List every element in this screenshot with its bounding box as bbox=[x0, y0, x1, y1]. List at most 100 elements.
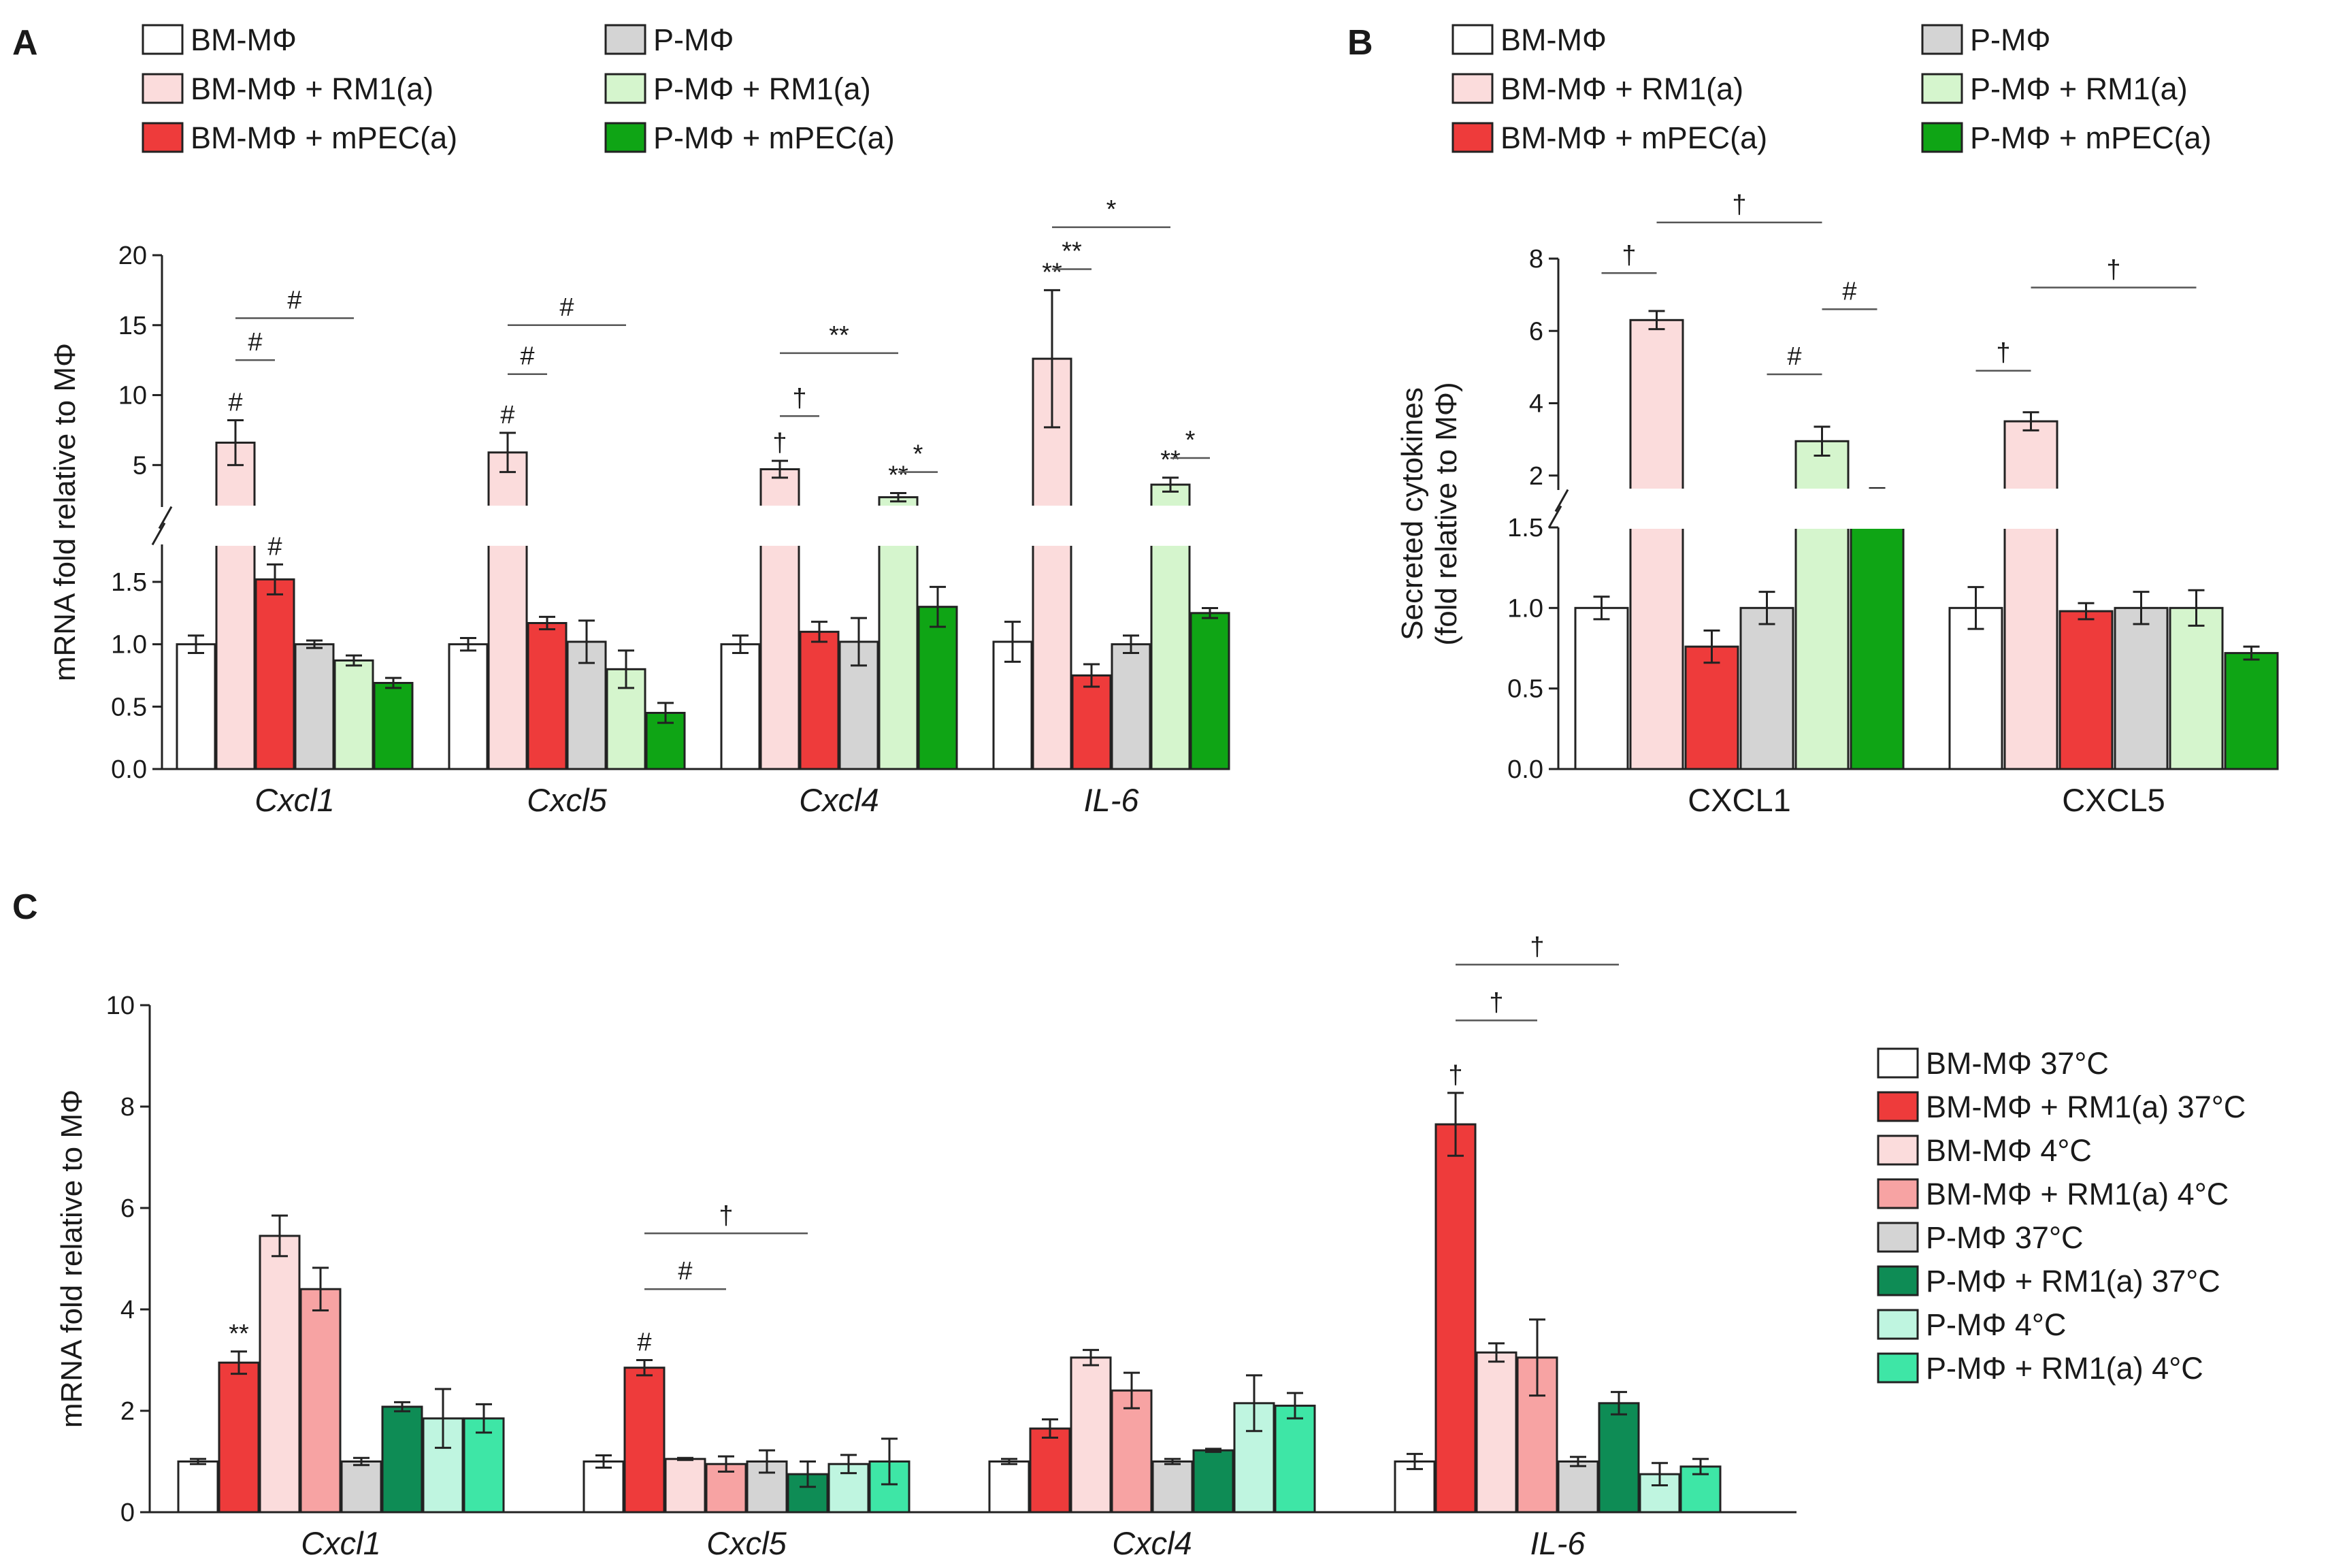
legend-label-bm-mphi-plus-rm1-a-37c: BM-MΦ + RM1(a) 37°C bbox=[1926, 1090, 2246, 1124]
b-bar-cxcl5-p-mphi-plus-rm1-a bbox=[2169, 606, 2224, 770]
c-bar-cxcl1-bm-mphi-4c bbox=[259, 1235, 301, 1514]
b-bar-cxcl1-p-mphi-plus-mpec-a bbox=[1850, 489, 1905, 770]
b-y-axis-label: Secreted cytokines bbox=[1396, 387, 1429, 640]
c-bar-cxcl1-bm-mphi-plus-rm1-a-4c bbox=[299, 1288, 342, 1514]
b-bar-cxcl5-bm-mphi-plus-rm1-a bbox=[2003, 420, 2058, 770]
a-significance-mark-0: # bbox=[228, 389, 242, 417]
a-x-category-cxcl4: Cxcl4 bbox=[799, 782, 879, 818]
a-bar-cxcl1-p-mphi bbox=[294, 643, 335, 770]
legend-label-p-mphi-plus-mpec-a: P-MΦ + mPEC(a) bbox=[653, 120, 895, 155]
a-y-axis-label: mRNA fold relative to MΦ bbox=[48, 343, 82, 681]
legend-swatch-p-mphi-plus-rm1-a-37c bbox=[1877, 1265, 1919, 1296]
a-bar-cxcl4-bm-mphi bbox=[720, 643, 761, 770]
a-bar-il-6-p-mphi bbox=[1111, 643, 1151, 770]
chart-panel-a: 0.0 0.5 1.0 1.5 5 10 15 20 mRNA fold relative to… bbox=[48, 195, 1230, 818]
c-bar-cxcl5-bm-mphi-4c bbox=[664, 1458, 706, 1514]
legend-panel-b: BM-MΦ BM-MΦ + RM1(a) BM-MΦ + mPEC(a) P-MΦ P-… bbox=[1451, 22, 2212, 155]
legend-swatch-bm-mphi-37c bbox=[1877, 1047, 1919, 1079]
c-bar-il-6-p-mphi-plus-rm1-a-37c bbox=[1598, 1402, 1640, 1514]
a-bar-il-6-bm-mphi-plus-mpec-a bbox=[1071, 674, 1112, 770]
b-x-category-cxcl1: CXCL1 bbox=[1688, 782, 1791, 818]
legend-label-p-mphi: P-MΦ bbox=[1970, 22, 2050, 57]
b-break-mark-2 bbox=[1554, 489, 1569, 512]
c-bar-il-6-bm-mphi-4c bbox=[1475, 1351, 1517, 1514]
legend-panel-c: BM-MΦ 37°C BM-MΦ + RM1(a) 37°C BM-MΦ 4°C BM… bbox=[1877, 1046, 2246, 1386]
a-comparison-mark-2: # bbox=[520, 342, 534, 371]
c-y-tick-label-4: 4 bbox=[120, 1296, 135, 1324]
a-bar-cxcl4-bm-mphi-plus-mpec-a bbox=[799, 630, 840, 770]
b-bar-cxcl5-p-mphi bbox=[2114, 606, 2169, 770]
b-x-category-cxcl5: CXCL5 bbox=[2062, 782, 2165, 818]
c-bar-cxcl1-bm-mphi-37c bbox=[177, 1460, 219, 1514]
legend-swatch-bm-mphi bbox=[1451, 24, 1494, 55]
chart-panel-c: 0 2 4 6 8 10 mRNA fold relative to MΦ Cxcl1 Cxcl… bbox=[55, 932, 1796, 1561]
a-x-category-cxcl1: Cxcl1 bbox=[255, 782, 335, 818]
legend-label-bm-mphi-37c: BM-MΦ 37°C bbox=[1926, 1046, 2109, 1081]
panel-label-a: A bbox=[12, 23, 38, 63]
a-x-category-il-6: IL-6 bbox=[1084, 782, 1140, 818]
c-significance-mark-1: # bbox=[637, 1328, 651, 1357]
legend-label-bm-mphi-plus-rm1-a: BM-MΦ + RM1(a) bbox=[1500, 71, 1743, 106]
a-significance-mark-5: ** bbox=[1042, 258, 1062, 287]
legend-label-p-mphi-plus-rm1-a: P-MΦ + RM1(a) bbox=[1970, 71, 2188, 106]
c-bar-cxcl1-p-mphi-plus-rm1-a-37c bbox=[381, 1405, 423, 1514]
c-bar-cxcl4-p-mphi-plus-rm1-a-37c bbox=[1192, 1449, 1234, 1514]
legend-swatch-bm-mphi-plus-rm1-a bbox=[1451, 73, 1494, 104]
c-bar-cxcl4-bm-mphi-37c bbox=[988, 1460, 1030, 1514]
c-y-axis-label: mRNA fold relative to MΦ bbox=[55, 1090, 88, 1428]
legend-panel-a: BM-MΦ BM-MΦ + RM1(a) BM-MΦ + mPEC(a) P-MΦ P-… bbox=[142, 22, 895, 155]
legend-label-bm-mphi-plus-rm1-a: BM-MΦ + RM1(a) bbox=[191, 71, 433, 106]
b-y-tick-label-8: 8 bbox=[1529, 245, 1543, 274]
c-bar-cxcl5-bm-mphi-plus-rm1-a-37c bbox=[623, 1367, 666, 1514]
b-bar-cxcl5-p-mphi-plus-mpec-a bbox=[2224, 652, 2279, 770]
a-significance-mark-1: # bbox=[267, 532, 282, 561]
b-bar-cxcl1-p-mphi bbox=[1739, 606, 1794, 770]
b-bar-cxcl1-bm-mphi-plus-mpec-a bbox=[1684, 645, 1739, 770]
b-comparison-mark-1: † bbox=[1732, 191, 1746, 219]
legend-label-p-mphi-plus-rm1-a: P-MΦ + RM1(a) bbox=[653, 71, 871, 106]
c-x-category-cxcl5: Cxcl5 bbox=[706, 1525, 787, 1561]
legend-swatch-p-mphi-plus-mpec-a bbox=[604, 122, 646, 153]
c-bar-il-6-bm-mphi-plus-rm1-a-37c bbox=[1434, 1123, 1477, 1514]
b-y-tick-label-2: 2 bbox=[1529, 462, 1543, 491]
b-comparison-mark-2: # bbox=[1787, 342, 1801, 371]
c-bar-cxcl1-bm-mphi-plus-rm1-a-37c bbox=[218, 1361, 260, 1514]
panel-label-b: B bbox=[1347, 23, 1373, 63]
b-y-axis-label-2: (fold relative to MΦ) bbox=[1430, 382, 1463, 645]
b-break-mark-1 bbox=[1547, 505, 1562, 529]
c-y-tick-label-10: 10 bbox=[106, 992, 135, 1020]
legend-swatch-bm-mphi-plus-rm1-a-4c bbox=[1877, 1178, 1919, 1209]
c-x-category-cxcl1: Cxcl1 bbox=[301, 1525, 381, 1561]
a-comparison-mark-1: # bbox=[287, 287, 301, 315]
c-significance-mark-2: † bbox=[1448, 1061, 1462, 1090]
a-bar-cxcl5-bm-mphi bbox=[448, 643, 489, 770]
a-x-category-cxcl5: Cxcl5 bbox=[527, 782, 607, 818]
c-y-tick-label-6: 6 bbox=[120, 1194, 135, 1223]
legend-label-bm-mphi: BM-MΦ bbox=[1500, 22, 1607, 57]
a-bar-cxcl1-p-mphi-plus-mpec-a bbox=[373, 682, 414, 770]
a-bar-cxcl5-bm-mphi-plus-rm1-a bbox=[487, 451, 528, 770]
a-significance-mark-3: † bbox=[772, 429, 787, 457]
legend-swatch-bm-mphi-4c bbox=[1877, 1134, 1919, 1166]
b-y-tick-label-1-5: 1.5 bbox=[1507, 514, 1543, 542]
a-y-tick-label-1-0: 1.0 bbox=[111, 631, 147, 659]
c-bar-cxcl4-bm-mphi-plus-rm1-a-37c bbox=[1029, 1427, 1071, 1514]
a-comparison-mark-7: ** bbox=[1062, 238, 1082, 266]
legend-label-p-mphi: P-MΦ bbox=[653, 22, 734, 57]
c-bar-cxcl1-p-mphi-37c bbox=[340, 1460, 382, 1514]
a-comparison-mark-3: # bbox=[559, 293, 574, 322]
b-comparison-mark-4: † bbox=[1996, 339, 2010, 368]
c-comparison-mark-1: † bbox=[719, 1201, 733, 1230]
b-y-tick-label-6: 6 bbox=[1529, 317, 1543, 346]
c-comparison-mark-0: # bbox=[678, 1257, 692, 1286]
a-comparison-mark-6: * bbox=[913, 440, 923, 469]
a-significance-mark-4: ** bbox=[888, 461, 908, 489]
b-bar-cxcl5-bm-mphi bbox=[1948, 606, 2003, 770]
legend-label-bm-mphi-4c: BM-MΦ 4°C bbox=[1926, 1133, 2092, 1168]
legend-label-bm-mphi: BM-MΦ bbox=[191, 22, 297, 57]
a-break-mark-1 bbox=[151, 522, 166, 546]
c-bar-il-6-p-mphi-37c bbox=[1557, 1460, 1599, 1514]
legend-swatch-bm-mphi-plus-mpec-a bbox=[1451, 122, 1494, 153]
a-axis-break-band bbox=[121, 506, 1201, 546]
